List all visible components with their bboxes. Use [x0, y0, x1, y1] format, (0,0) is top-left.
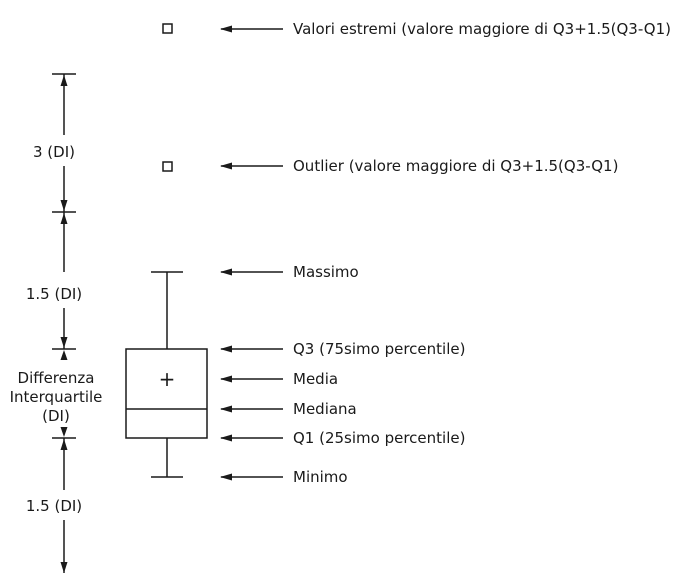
arrowhead-down [60, 427, 68, 437]
callout-mean: Media [220, 370, 338, 388]
arrowhead-up [60, 213, 68, 224]
arrowhead-left [220, 25, 232, 33]
arrowhead-left [220, 405, 232, 413]
label-minimum: Minimo [293, 468, 348, 486]
box-plot: + [125, 23, 208, 478]
label-three-iqr: 3 (DI) [33, 143, 75, 161]
dimension-scale: 3 (DI) 1.5 (DI) Differenza Interquartile… [10, 73, 103, 573]
label-iqr-line-3: (DI) [42, 407, 70, 425]
label-lower-1-5-iqr: 1.5 (DI) [26, 497, 82, 515]
arrowhead-down [60, 200, 68, 211]
label-extreme-values: Valori estremi (valore maggiore di Q3+1.… [293, 20, 671, 38]
callout-minimum: Minimo [220, 468, 348, 486]
arrowhead-up [60, 75, 68, 86]
label-maximum: Massimo [293, 263, 359, 281]
label-iqr-line-2: Interquartile [10, 388, 103, 406]
arrowhead-up [60, 350, 68, 360]
outlier-marker [162, 161, 173, 172]
arrowhead-down [60, 562, 68, 573]
callout-extreme: Valori estremi (valore maggiore di Q3+1.… [220, 20, 671, 38]
label-mean: Media [293, 370, 338, 388]
label-iqr-line-1: Differenza [18, 369, 95, 387]
arrowhead-left [220, 473, 232, 481]
label-upper-1-5-iqr: 1.5 (DI) [26, 285, 82, 303]
arrowhead-down [60, 337, 68, 348]
extreme-value-marker [162, 23, 173, 34]
label-outlier: Outlier (valore maggiore di Q3+1.5(Q3-Q1… [293, 157, 618, 175]
label-q3: Q3 (75simo percentile) [293, 340, 465, 358]
arrowhead-left [220, 162, 232, 170]
callouts: Valori estremi (valore maggiore di Q3+1.… [220, 20, 671, 486]
arrowhead-left [220, 268, 232, 276]
callout-median: Mediana [220, 400, 357, 418]
label-median: Mediana [293, 400, 357, 418]
mean-marker: + [159, 367, 176, 391]
arrowhead-left [220, 434, 232, 442]
arrowhead-left [220, 345, 232, 353]
arrowhead-up [60, 439, 68, 450]
callout-q3: Q3 (75simo percentile) [220, 340, 465, 358]
callout-outlier: Outlier (valore maggiore di Q3+1.5(Q3-Q1… [220, 157, 618, 175]
callout-q1: Q1 (25simo percentile) [220, 429, 465, 447]
interquartile-box [125, 348, 208, 439]
arrowhead-left [220, 375, 232, 383]
label-q1: Q1 (25simo percentile) [293, 429, 465, 447]
callout-maximum: Massimo [220, 263, 359, 281]
